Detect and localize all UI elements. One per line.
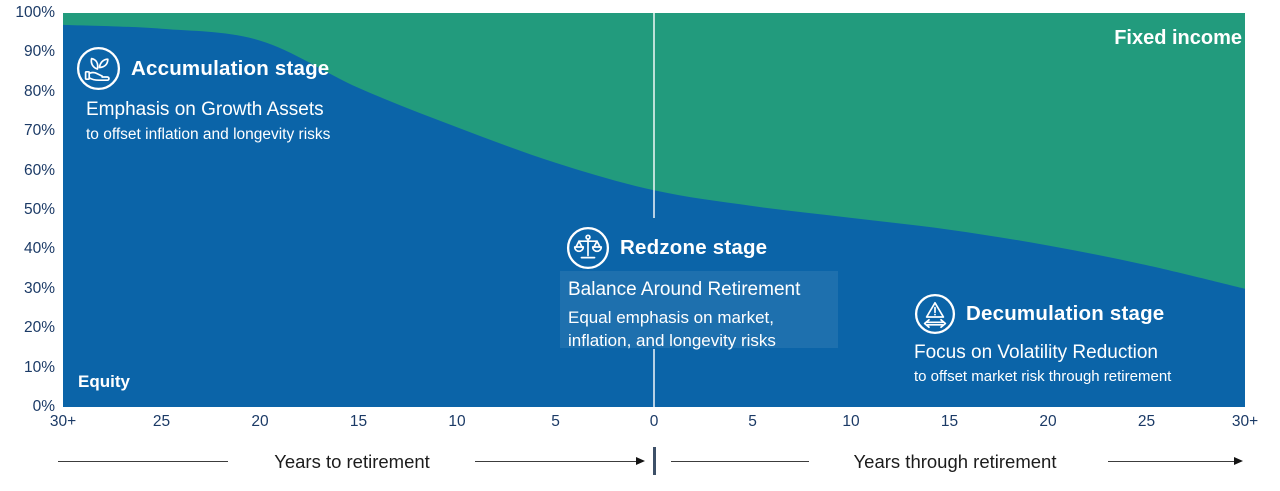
- x-tick-label: 0: [649, 413, 659, 430]
- y-tick-label: 60%: [23, 161, 55, 179]
- redzone-highlight-box: [560, 271, 838, 348]
- x-tick-label: 20: [1039, 413, 1057, 430]
- accumulation-stage-title: Accumulation stage: [131, 56, 330, 80]
- retirement-divider-tick: [653, 447, 656, 475]
- y-tick-label: 100%: [15, 4, 55, 21]
- volatility-warning-icon: [914, 293, 956, 335]
- accumulation-stage-annotation: Accumulation stage Emphasis on Growth As…: [76, 46, 330, 144]
- x-tick-label: 20: [251, 413, 269, 430]
- x-tick-label: 30+: [1231, 413, 1259, 430]
- y-tick-label: 40%: [23, 240, 55, 258]
- redzone-stage-line2: Equal emphasis on market,: [568, 308, 774, 327]
- y-tick-label: 0%: [32, 398, 55, 415]
- y-tick-label: 50%: [23, 201, 55, 218]
- y-tick-label: 20%: [23, 319, 55, 337]
- fixed-income-series-label: Fixed income: [1114, 27, 1242, 49]
- x-tick-label: 15: [349, 413, 368, 430]
- decumulation-stage-title: Decumulation stage: [966, 302, 1165, 325]
- years-to-retirement-label: Years to retirement: [274, 451, 430, 472]
- x-tick-label: 5: [551, 413, 560, 430]
- redzone-stage-annotation: Redzone stage Balance Around Retirement …: [566, 226, 800, 351]
- y-tick-label: 80%: [23, 82, 55, 100]
- timeline-left-line: [58, 461, 228, 462]
- timeline-right-line: [671, 461, 809, 462]
- x-tick-label: 15: [940, 413, 959, 430]
- y-tick-label: 10%: [23, 358, 55, 376]
- decumulation-stage-annotation: Decumulation stage Focus on Volatility R…: [914, 293, 1171, 386]
- redzone-stage-title: Redzone stage: [620, 236, 768, 259]
- hand-growth-icon: [76, 46, 121, 91]
- equity-series-label: Equity: [78, 372, 130, 391]
- x-tick-label: 10: [842, 413, 860, 430]
- x-tick-label: 30+: [49, 413, 77, 430]
- redzone-stage-line1: Balance Around Retirement: [568, 279, 801, 300]
- y-tick-label: 70%: [23, 122, 55, 140]
- years-through-retirement-label: Years through retirement: [853, 451, 1057, 472]
- y-tick-label: 90%: [23, 43, 55, 61]
- balance-scale-icon: [566, 226, 610, 270]
- accumulation-stage-line1: Emphasis on Growth Assets: [86, 99, 324, 120]
- timeline-right-arrow: [1108, 456, 1243, 465]
- x-tick-label: 25: [1137, 413, 1156, 430]
- decumulation-stage-line1: Focus on Volatility Reduction: [914, 342, 1158, 363]
- x-tick-label: 25: [152, 413, 171, 430]
- y-tick-label: 30%: [23, 279, 55, 297]
- x-tick-label: 5: [748, 413, 757, 430]
- x-tick-label: 10: [448, 413, 466, 430]
- timeline-left-arrow: [475, 456, 645, 465]
- accumulation-stage-line2: to offset inflation and longevity risks: [86, 126, 331, 143]
- redzone-stage-line3: inflation, and longevity risks: [568, 331, 776, 350]
- decumulation-stage-line2: to offset market risk through retirement: [914, 368, 1172, 385]
